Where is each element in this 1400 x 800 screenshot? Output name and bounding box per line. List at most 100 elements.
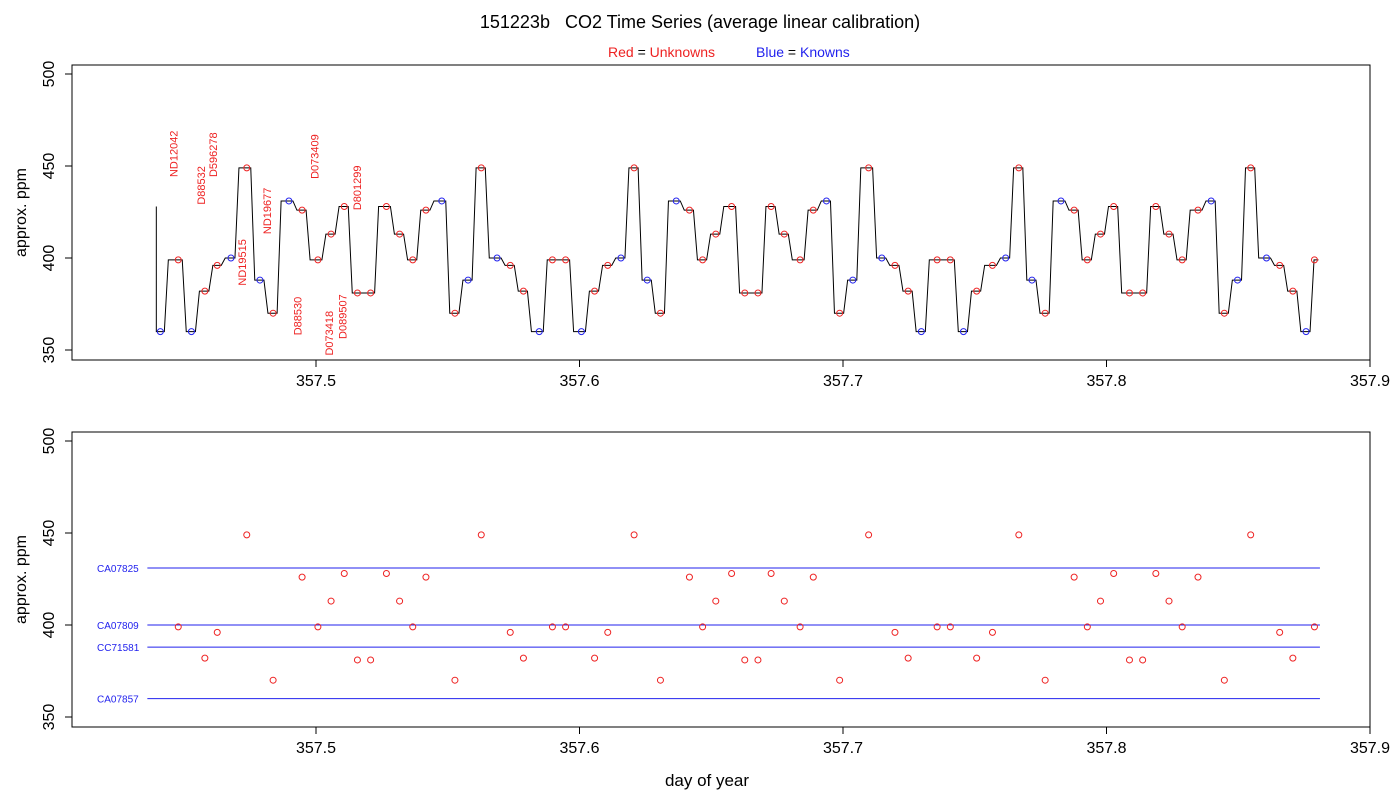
y-axis-label: approx. ppm (13, 535, 30, 624)
unknown-point (754, 289, 762, 297)
unknown-point (1247, 531, 1255, 539)
x-tick-label: 357.9 (1350, 373, 1390, 390)
x-tick-label: 357.7 (823, 373, 863, 390)
unknown-point (327, 230, 335, 238)
unknown-point (409, 623, 417, 631)
known-point (672, 197, 680, 205)
unknown-point (988, 628, 996, 636)
y-tick-label: 500 (41, 428, 58, 455)
unknown-point (506, 261, 514, 269)
unknown-point (451, 676, 459, 684)
unknown-point (269, 309, 277, 317)
unknown-point (1097, 230, 1104, 238)
known-point (535, 328, 543, 336)
y-tick-label: 450 (41, 153, 58, 180)
unknown-point (933, 256, 941, 264)
unknown-point (1165, 597, 1173, 605)
unknown-point (367, 656, 375, 664)
unknown-point (1220, 309, 1228, 317)
unknown-point (904, 654, 912, 662)
unknown-point (1041, 309, 1049, 317)
unknown-point (314, 256, 322, 264)
unknown-point (548, 256, 556, 264)
legend-knowns-eq: = (784, 44, 800, 60)
known-point (256, 276, 264, 284)
x-tick-label: 357.5 (296, 373, 336, 390)
unknown-point (477, 164, 485, 172)
sample-label: D073409 (310, 134, 322, 179)
x-tick-label: 357.8 (1086, 740, 1126, 757)
known-point (617, 254, 625, 262)
unknown-point (1070, 206, 1078, 214)
unknown-point (1139, 656, 1147, 664)
unknown-point (767, 569, 775, 577)
known-point (917, 328, 925, 336)
y-tick-label: 350 (41, 337, 58, 364)
reference-line-label: CC71581 (97, 643, 140, 654)
unknown-point (243, 531, 251, 539)
sample-label: D073418 (324, 311, 336, 356)
unknown-point (174, 623, 182, 631)
unknown-point (973, 654, 981, 662)
unknown-point (353, 289, 361, 297)
unknown-point (327, 597, 335, 605)
unknown-point (591, 287, 599, 295)
sample-label: ND19515 (237, 239, 249, 285)
unknown-point (1110, 569, 1118, 577)
unknown-point (973, 287, 981, 295)
legend-unknowns-color: Red (608, 44, 634, 60)
unknown-point (201, 287, 209, 295)
legend-knowns-color: Blue (756, 44, 785, 60)
known-point (1207, 197, 1215, 205)
y-tick-label: 450 (41, 520, 58, 547)
unknown-point (809, 206, 817, 214)
unknown-point (1194, 573, 1202, 581)
known-point (1057, 197, 1065, 205)
sample-label: ND19677 (262, 188, 274, 234)
unknown-point (1289, 287, 1297, 295)
x-tick-label: 357.9 (1350, 740, 1390, 757)
unknown-point (865, 164, 873, 172)
known-point (187, 328, 195, 336)
unknown-point (451, 309, 459, 317)
unknown-point (891, 261, 899, 269)
unknown-point (1247, 164, 1255, 172)
known-point (849, 276, 857, 284)
unknown-point (741, 656, 749, 664)
known-point (878, 254, 886, 262)
known-point (227, 254, 235, 262)
unknown-point (1289, 654, 1297, 662)
legend-knowns-label: Knowns (800, 44, 850, 60)
x-tick-label: 357.6 (559, 740, 599, 757)
sample-label: D596278 (208, 132, 220, 177)
known-point (822, 197, 830, 205)
unknown-point (946, 256, 954, 264)
unknown-point (422, 206, 430, 214)
x-tick-label: 357.7 (823, 740, 863, 757)
unknown-point (1125, 289, 1133, 297)
unknown-point (604, 261, 612, 269)
unknown-point (796, 623, 804, 631)
unknown-point (836, 309, 844, 317)
sample-label: D88530 (293, 297, 305, 336)
reference-line-label: CA07809 (97, 621, 139, 632)
unknown-point (298, 573, 306, 581)
unknown-point (1310, 623, 1318, 631)
unknown-point (1178, 623, 1186, 631)
unknown-point (809, 573, 817, 581)
x-tick-label: 357.5 (296, 740, 336, 757)
unknown-point (1152, 202, 1160, 210)
co2-trace-line (155, 167, 1319, 333)
unknown-point (604, 628, 612, 636)
unknown-point (741, 289, 749, 297)
unknown-point (1194, 206, 1202, 214)
unknown-point (891, 628, 899, 636)
unknown-point (988, 261, 996, 269)
unknown-point (1070, 573, 1078, 581)
y-tick-label: 500 (41, 61, 58, 88)
unknown-point (562, 623, 570, 631)
unknown-point (754, 656, 762, 664)
unknown-point (685, 206, 693, 214)
unknown-point (477, 531, 485, 539)
unknown-point (780, 597, 788, 605)
